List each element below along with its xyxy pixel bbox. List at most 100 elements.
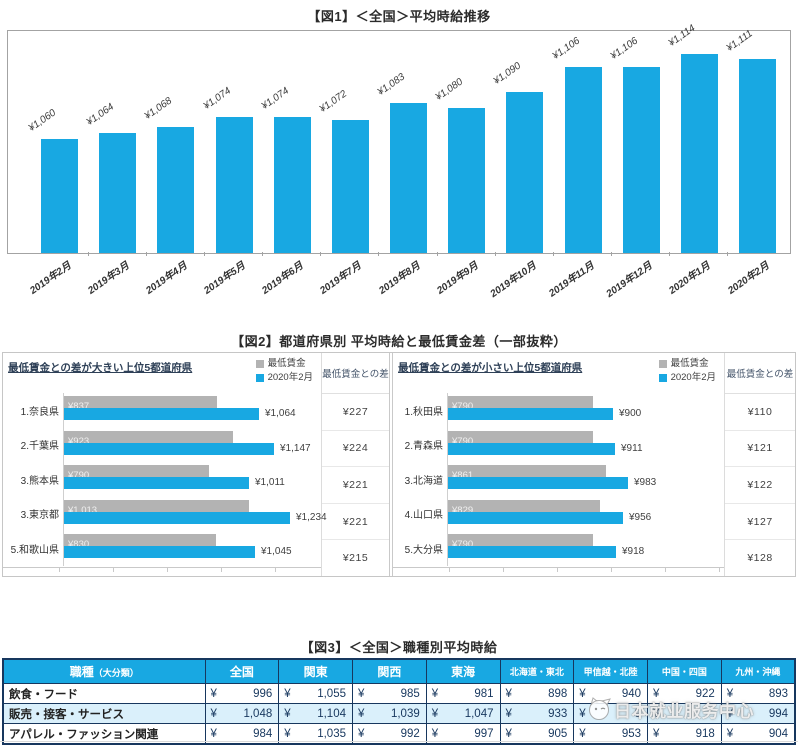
wage-cell-content: ¥1,048 [206,708,279,720]
wage-cell-content: ¥ [648,708,721,720]
row-label: 3.熊本県 [20,475,59,487]
wage-cell-content: ¥981 [427,688,500,700]
wage-value: 981 [474,687,494,700]
bar-value-label: ¥1,111 [724,28,755,54]
wage-cell-content: ¥922 [648,688,721,700]
wage-value: 984 [253,727,273,740]
x-axis-tick [669,252,671,256]
chart-row: 5.和歌山県 ¥830 ¥1,045 [3,531,321,566]
avg-wage-bar [64,546,255,558]
wage-value: 1,047 [464,707,494,720]
wage-value: 1,055 [317,687,346,700]
chart-row: 1.秋田県 ¥790 ¥900 [393,393,724,428]
column-header: 北海道・東北 [499,658,575,684]
wage-cell-content: ¥1,055 [279,688,352,700]
diff-value: ¥122 [725,467,795,504]
row-bars: ¥861 ¥983 [447,462,724,497]
chart-area: 最低賃金との差が大きい上位5都道府県 最低賃金 2020年2月 1.奈良県 ¥837 ¥1… [3,353,327,576]
chart-row: 3.熊本県 ¥790 ¥1,011 [3,462,321,497]
chart-title: 最低賃金との差が大きい上位5都道府県 [8,362,193,374]
currency-symbol: ¥ [505,707,512,720]
diff-value: ¥128 [747,552,773,565]
legend-label: 最低賃金 [267,358,306,369]
chart-title: 最低賃金との差が小さい上位5都道府県 [398,362,583,374]
bar-2020年2月 [739,59,777,253]
legend-item: 2020年2月 [255,371,313,385]
wage-cell-content: ¥898 [501,688,574,700]
row-label: 2.千葉県 [20,441,59,453]
row-bars: ¥790 ¥1,011 [63,462,321,497]
table-header-row: 職種（大分類） 全国 関東 関西 東海 北海道・東北 甲信越・北陸 中国・四国 九州・沖縄 [2,658,796,684]
currency-symbol: ¥ [358,707,365,720]
wage-value: 9 [634,707,641,720]
currency-symbol: ¥ [726,727,734,740]
currency-symbol: ¥ [284,707,291,720]
chart-header: 最低賃金との差が大きい上位5都道府県 最低賃金 2020年2月 [3,353,321,393]
avg-wage-value: ¥1,234 [296,511,327,523]
currency-symbol: ¥ [726,687,734,700]
diff-column: 最低賃金との差 ¥227 ¥224 ¥221 ¥221 ¥215 [321,353,389,576]
min-wage-bar: ¥790 [448,534,593,550]
wage-cell-content: ¥992 [353,728,426,740]
avg-wage-bar [448,511,623,524]
currency-symbol: ¥ [726,707,734,720]
bar-value-label: ¥1,072 [317,88,349,115]
legend-swatch [658,360,667,368]
wage-value: 905 [548,727,568,740]
x-axis-tick [262,252,263,256]
bar-2019年9月 [448,108,486,253]
legend: 最低賃金 2020年2月 [255,357,313,385]
avg-wage-value: ¥1,011 [255,477,285,488]
chart-row: 3.北海道 ¥861 ¥983 [393,462,724,497]
bar-value-label: ¥1,106 [550,35,582,62]
min-wage-value: ¥790 [452,401,474,412]
min-wage-value: ¥923 [68,435,90,447]
bar-value-label: ¥1,106 [608,35,640,62]
currency-symbol: ¥ [358,687,365,700]
diff-value: ¥227 [322,394,389,431]
row-bars: ¥1,013 ¥1,234 [63,496,327,531]
column-header: 関東 [278,658,353,684]
x-axis-tick [494,252,496,256]
wage-cell-content: ¥984 [206,728,279,740]
figure2-right-chart: 最低賃金との差が小さい上位5都道府県 最低賃金 2020年2月 1.秋田県 ¥790 ¥9… [392,353,795,576]
x-axis-tick [203,252,205,256]
legend-item: 最低賃金 [658,357,716,371]
bar-value-label: ¥1,074 [259,85,291,112]
currency-symbol: ¥ [579,727,586,740]
bar-2019年10月 [506,92,544,253]
table-row: アパレル・ファッション関連 ¥984 ¥1,035 ¥992 ¥997 ¥905 ¥953 ¥… [2,723,796,745]
x-axis-tick [552,252,554,256]
row-label: 2.青森県 [404,441,443,453]
min-wage-value: ¥1,013 [68,504,98,516]
currency-symbol: ¥ [653,727,660,740]
wage-value: 904 [768,727,788,740]
x-axis-tick [145,252,147,256]
wage-value: 933 [548,707,568,720]
x-axis-tick [727,252,729,256]
wage-cell: ¥9 [573,703,648,724]
wage-value: 1,048 [243,707,273,720]
legend-swatch [658,374,667,382]
avg-wage-bar [64,477,249,489]
column-header: 中国・四国 [647,658,722,684]
bar-2019年2月 [41,139,78,253]
row-bars: ¥837 ¥1,064 [63,393,321,428]
bar-value-label: ¥1,080 [433,76,466,103]
wage-cell: ¥918 [647,723,722,745]
avg-wage-value: ¥1,064 [265,408,296,419]
wage-value: 985 [400,687,420,700]
wage-value: 898 [548,687,568,700]
min-wage-value: ¥790 [452,435,474,447]
avg-wage-value: ¥918 [622,546,645,557]
row-label: 5.和歌山県 [10,544,59,556]
table-row: 販売・接客・サービス ¥1,048 ¥1,104 ¥1,039 ¥1,047 ¥933 ¥9… [2,703,796,724]
chart-row: 5.大分県 ¥790 ¥918 [393,531,724,566]
wage-cell: ¥1,047 [425,703,501,724]
wage-cell-content: ¥985 [353,688,426,700]
chart-row: 1.奈良県 ¥837 ¥1,064 [3,393,321,428]
wage-value: 922 [695,687,715,700]
avg-wage-bar [448,477,628,489]
row-bars: ¥923 ¥1,147 [63,427,321,462]
wage-cell-content: ¥1,104 [279,708,352,720]
